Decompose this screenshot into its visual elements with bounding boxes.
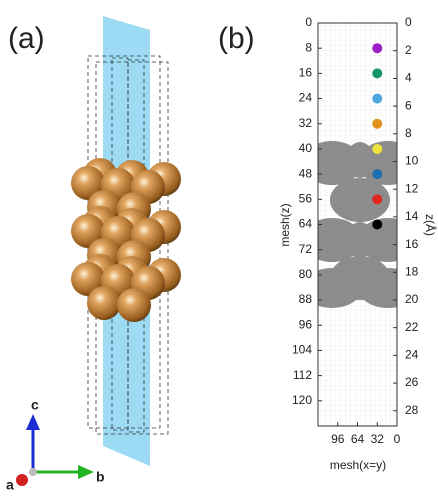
panel-label: (b) — [218, 22, 255, 55]
axis-a — [16, 474, 28, 486]
y2-tick-label: 22 — [405, 320, 419, 334]
y2-tick-label: 18 — [405, 264, 419, 278]
y-tick-label: 120 — [292, 393, 312, 407]
y-tick-label: 88 — [299, 292, 313, 306]
point — [372, 194, 382, 204]
point — [372, 220, 382, 230]
y2-axis-label: z(Å) — [423, 214, 438, 236]
point — [372, 144, 382, 154]
y2-tick-label: 28 — [405, 403, 419, 417]
point — [372, 94, 382, 104]
y2-tick-label: 24 — [405, 348, 419, 362]
axis-label: b — [96, 469, 105, 485]
point — [372, 169, 382, 179]
atom — [87, 286, 121, 320]
y2-tick-label: 6 — [405, 98, 412, 112]
axis-label: c — [31, 397, 39, 413]
y2-tick-label: 4 — [405, 71, 412, 85]
point — [372, 119, 382, 129]
origin — [29, 468, 37, 476]
x-axis-label: mesh(x=y) — [330, 458, 386, 472]
x-tick-label: 96 — [331, 432, 345, 446]
x-tick-label: 0 — [394, 432, 401, 446]
y-tick-label: 64 — [299, 217, 313, 231]
y-tick-label: 8 — [305, 40, 312, 54]
y2-tick-label: 10 — [405, 154, 419, 168]
y2-tick-label: 0 — [405, 15, 412, 29]
arrow — [78, 465, 94, 479]
x-tick-label: 32 — [371, 432, 385, 446]
axis-label: a — [6, 477, 14, 492]
point — [372, 68, 382, 78]
y-tick-label: 80 — [299, 267, 313, 281]
y2-tick-label: 8 — [405, 126, 412, 140]
x-tick-label: 64 — [351, 432, 365, 446]
figure: (a) c b a (b) mesh(z) z(Å) mesh(x=y) 0 8 1… — [0, 0, 438, 492]
y2-tick-label: 20 — [405, 292, 419, 306]
y2-tick-label: 14 — [405, 209, 419, 223]
y-tick-label: 112 — [293, 368, 312, 382]
y-tick-label: 24 — [299, 91, 313, 105]
y-axis-label: mesh(z) — [278, 203, 292, 246]
atoms — [71, 158, 181, 322]
y-tick-label: 104 — [292, 343, 312, 357]
y2-tick-label: 2 — [405, 43, 412, 57]
y-tick-label: 16 — [299, 66, 313, 80]
panel-label: (a) — [8, 22, 45, 55]
y-tick-label: 40 — [299, 141, 313, 155]
arrow — [26, 414, 40, 430]
y-tick-label: 96 — [299, 317, 313, 331]
y-tick-label: 56 — [299, 191, 313, 205]
atom — [117, 288, 151, 322]
point — [372, 43, 382, 53]
y2-tick-label: 16 — [405, 237, 419, 251]
y-tick-label: 48 — [299, 166, 313, 180]
y-tick-label: 32 — [299, 116, 313, 130]
y-tick-label: 0 — [305, 15, 312, 29]
y2-tick-label: 12 — [405, 181, 419, 195]
y2-tick-label: 26 — [405, 375, 419, 389]
y-tick-label: 72 — [299, 242, 313, 256]
